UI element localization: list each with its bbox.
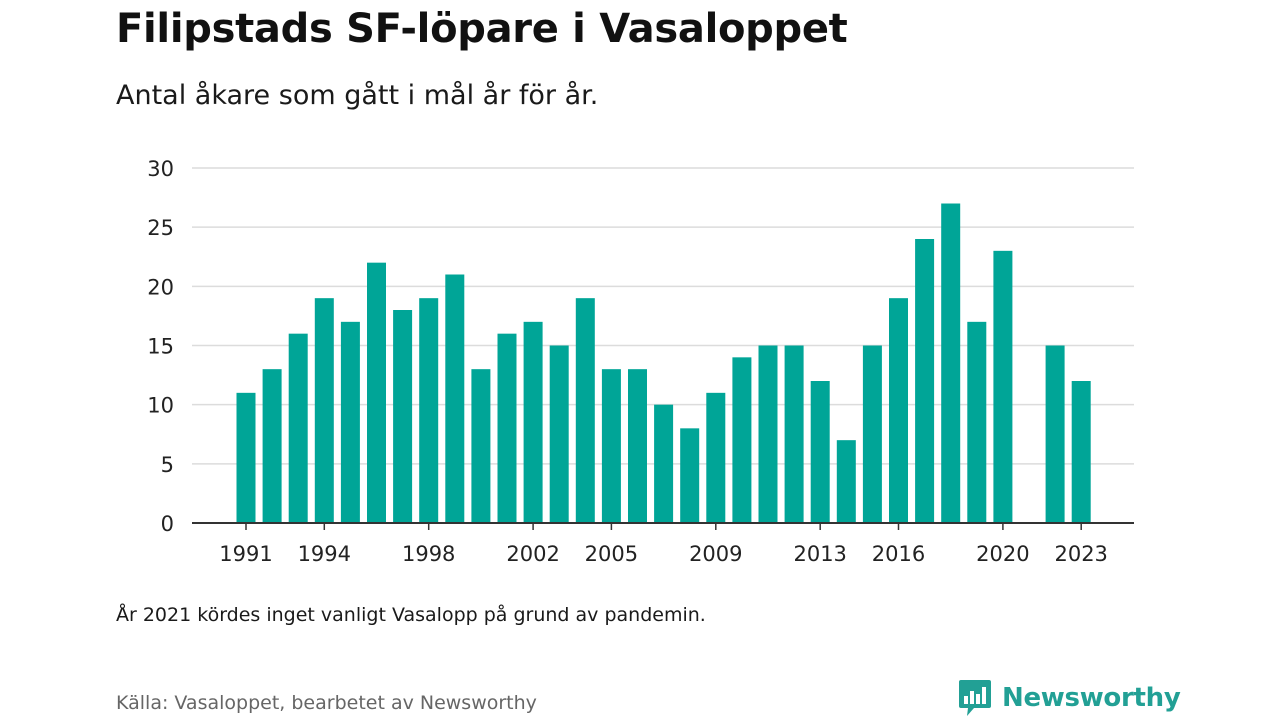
bar bbox=[549, 345, 569, 523]
bar bbox=[784, 345, 804, 523]
bar bbox=[393, 310, 413, 523]
bar bbox=[862, 345, 882, 523]
bar bbox=[601, 369, 621, 523]
chart-subtitle: Antal åkare som gått i mål år för år. bbox=[116, 80, 599, 111]
bar bbox=[367, 262, 386, 523]
y-tick-label: 30 bbox=[147, 157, 174, 181]
bar bbox=[967, 321, 987, 523]
bar bbox=[523, 321, 543, 523]
x-tick-label: 1991 bbox=[219, 542, 272, 566]
bar bbox=[941, 203, 961, 523]
bar bbox=[1071, 381, 1091, 523]
bar bbox=[288, 333, 308, 523]
chart-note: År 2021 kördes inget vanligt Vasalopp på… bbox=[116, 604, 706, 626]
x-tick-label: 1994 bbox=[298, 542, 351, 566]
chart-title: Filipstads SF-löpare i Vasaloppet bbox=[116, 6, 848, 52]
y-tick-label: 5 bbox=[161, 453, 174, 477]
bar bbox=[758, 345, 778, 523]
x-tick-label: 2002 bbox=[506, 542, 559, 566]
bar bbox=[706, 392, 726, 523]
newsworthy-logo-icon bbox=[959, 680, 991, 716]
y-tick-label: 10 bbox=[147, 394, 174, 418]
bar bbox=[915, 239, 935, 523]
x-tick-label: 2013 bbox=[793, 542, 846, 566]
source-text: Källa: Vasaloppet, bearbetet av Newswort… bbox=[116, 692, 537, 714]
bar bbox=[445, 274, 465, 523]
x-tick-label: 2020 bbox=[976, 542, 1029, 566]
bar bbox=[314, 298, 334, 523]
y-tick-label: 15 bbox=[147, 335, 174, 359]
bar bbox=[262, 369, 282, 523]
bar bbox=[471, 369, 491, 523]
bar bbox=[419, 298, 439, 523]
bar bbox=[732, 357, 752, 523]
bar-chart: 0 5 10 15 20 25 30 1991 1994 1998 2002 2005 2009 2013… bbox=[147, 157, 1134, 566]
bar bbox=[889, 298, 908, 523]
bar bbox=[236, 392, 256, 523]
bar bbox=[340, 321, 360, 523]
bar bbox=[628, 369, 647, 523]
bar bbox=[654, 404, 674, 523]
bar bbox=[1045, 345, 1065, 523]
bar bbox=[680, 428, 700, 523]
bar bbox=[836, 440, 856, 523]
x-tick-label: 2023 bbox=[1054, 542, 1107, 566]
y-tick-label: 0 bbox=[161, 512, 174, 536]
bar bbox=[497, 333, 517, 523]
x-tick-label: 2009 bbox=[689, 542, 742, 566]
y-tick-label: 25 bbox=[147, 216, 174, 240]
x-tick-label: 1998 bbox=[402, 542, 455, 566]
bar bbox=[810, 381, 830, 523]
newsworthy-brand[interactable]: Newsworthy bbox=[958, 678, 1181, 718]
x-tick-label: 2005 bbox=[585, 542, 638, 566]
bar bbox=[575, 298, 595, 523]
bar bbox=[993, 250, 1013, 524]
y-tick-label: 20 bbox=[147, 275, 174, 299]
brand-name: Newsworthy bbox=[1002, 683, 1181, 713]
x-tick-label: 2016 bbox=[872, 542, 925, 566]
